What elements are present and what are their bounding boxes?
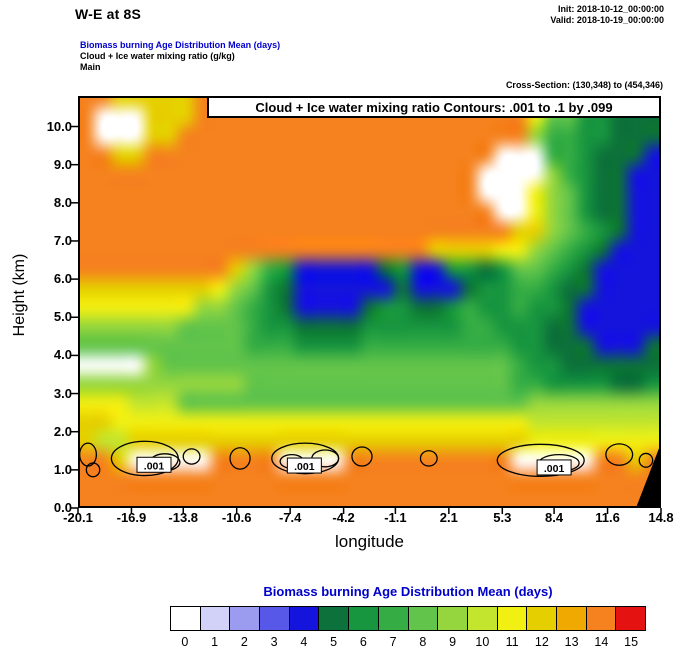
colorbar-tick: 11 <box>505 635 519 649</box>
terrain-wedge <box>635 443 661 508</box>
colorbar-box <box>378 607 409 630</box>
colorbar-box <box>289 607 320 630</box>
x-tick-label: -16.9 <box>116 510 147 525</box>
y-tick-label: 7.0 <box>53 232 72 248</box>
x-tick-label: 5.3 <box>493 510 512 525</box>
colorbar-tick: 14 <box>594 635 609 649</box>
x-tick-label: 2.1 <box>439 510 458 525</box>
x-tick-label: 14.8 <box>648 510 674 525</box>
x-tick-label: -13.8 <box>168 510 199 525</box>
contour-info-box: Cloud + Ice water mixing ratio Contours:… <box>207 96 661 118</box>
mixing-ratio-contour-line <box>638 452 654 468</box>
colorbar-tick: 2 <box>240 635 248 649</box>
colorbar-box <box>260 607 290 630</box>
colorbar-box <box>467 607 498 630</box>
colorbar-tick: 12 <box>534 635 549 649</box>
colorbar-box <box>586 607 617 630</box>
colorbar-tick: 1 <box>211 635 219 649</box>
y-tick-label: 8.0 <box>53 194 72 210</box>
y-tick-label: 0.0 <box>53 500 72 515</box>
colorbar-tick: 3 <box>270 635 278 649</box>
colorbar-tick: 13 <box>564 635 579 649</box>
contour-label-box <box>286 457 322 474</box>
colorbar-box <box>349 607 379 630</box>
mixing-ratio-contour-line <box>182 448 201 465</box>
colorbar-tick: 0 <box>181 635 189 649</box>
colorbar-box <box>556 607 587 630</box>
colorbar-box <box>230 607 261 630</box>
cross-section-plot: .001 .001 .001 Cloud + Ice water mixing ra… <box>11 96 674 551</box>
mixing-ratio-contour-line <box>85 462 101 478</box>
field-line-contour: Cloud + Ice water mixing ratio (g/kg) <box>80 51 235 61</box>
mixing-ratio-contour-line <box>351 446 373 467</box>
heatmap-field <box>78 96 661 508</box>
colorbar-tick-labels: 0 1 2 3 4 5 6 7 8 9 10 11 12 13 14 15 <box>170 635 646 649</box>
cross-section-label: Cross-Section: (130,348) to (454,346) <box>505 80 663 90</box>
valid-time: Valid: 2018-10-19_00:00:00 <box>550 15 664 25</box>
x-tick-label: 8.4 <box>545 510 564 525</box>
colorbar-tick: 10 <box>475 635 490 649</box>
colorbar-tick: 6 <box>359 635 367 649</box>
colorbar-tick: 4 <box>300 635 308 649</box>
y-tick-label: 10.0 <box>46 118 72 134</box>
mixing-ratio-contour-line <box>496 443 585 477</box>
mixing-ratio-contour-line <box>419 450 438 467</box>
colorbar <box>170 606 646 631</box>
contour-label-box <box>136 456 172 473</box>
contour-label-box <box>536 459 572 476</box>
x-tick-label: 11.6 <box>595 510 620 525</box>
y-tick-label: 3.0 <box>53 385 72 401</box>
y-axis-label: Height (km) <box>11 253 28 337</box>
colorbar-box <box>200 607 231 630</box>
x-tick-label: -7.4 <box>278 510 302 525</box>
colorbar-tick: 15 <box>624 635 639 649</box>
colorbar-box <box>527 607 557 630</box>
colorbar-box <box>171 607 201 630</box>
field-description: Biomass burning Age Distribution Mean (d… <box>80 40 280 73</box>
colorbar-tick: 7 <box>389 635 397 649</box>
page-title: W-E at 8S <box>75 6 142 22</box>
y-tick-label: 2.0 <box>53 423 72 439</box>
colorbar-tick: 9 <box>449 635 457 649</box>
mixing-ratio-contour-line <box>229 447 251 470</box>
colorbar-box <box>408 607 439 630</box>
x-tick-label: -20.1 <box>63 510 93 525</box>
x-tick-label: -10.6 <box>221 510 252 525</box>
contour-overlay: .001 .001 .001 <box>71 96 662 514</box>
y-tick-label: 5.0 <box>53 309 72 325</box>
mixing-ratio-contour-line <box>605 443 634 466</box>
x-tick-label: -1.1 <box>384 510 407 525</box>
colorbar-tick: 5 <box>330 635 338 649</box>
contour-label-text: .001 <box>294 461 315 473</box>
contour-label-text: .001 <box>544 463 565 475</box>
field-line-grid: Main <box>80 62 101 72</box>
run-timestamps: Init: 2018-10-12_00:00:00 Valid: 2018-10… <box>550 4 664 26</box>
colorbar-box <box>497 607 528 630</box>
colorbar-tick: 8 <box>419 635 427 649</box>
y-tick-label: 6.0 <box>53 271 72 287</box>
x-tick-label: -4.2 <box>332 510 355 525</box>
y-tick-label: 4.0 <box>53 347 72 363</box>
colorbar-box <box>438 607 468 630</box>
y-tick-label: 9.0 <box>53 156 72 172</box>
field-line-shaded: Biomass burning Age Distribution Mean (d… <box>80 40 281 50</box>
colorbar-box <box>319 607 350 630</box>
x-axis-label: longitude <box>334 532 404 551</box>
init-time: Init: 2018-10-12_00:00:00 <box>557 4 664 14</box>
y-tick-label: 1.0 <box>53 461 72 477</box>
colorbar-box <box>616 607 645 630</box>
colorbar-title: Biomass burning Age Distribution Mean (d… <box>263 584 553 599</box>
contour-label-text: .001 <box>144 460 165 472</box>
